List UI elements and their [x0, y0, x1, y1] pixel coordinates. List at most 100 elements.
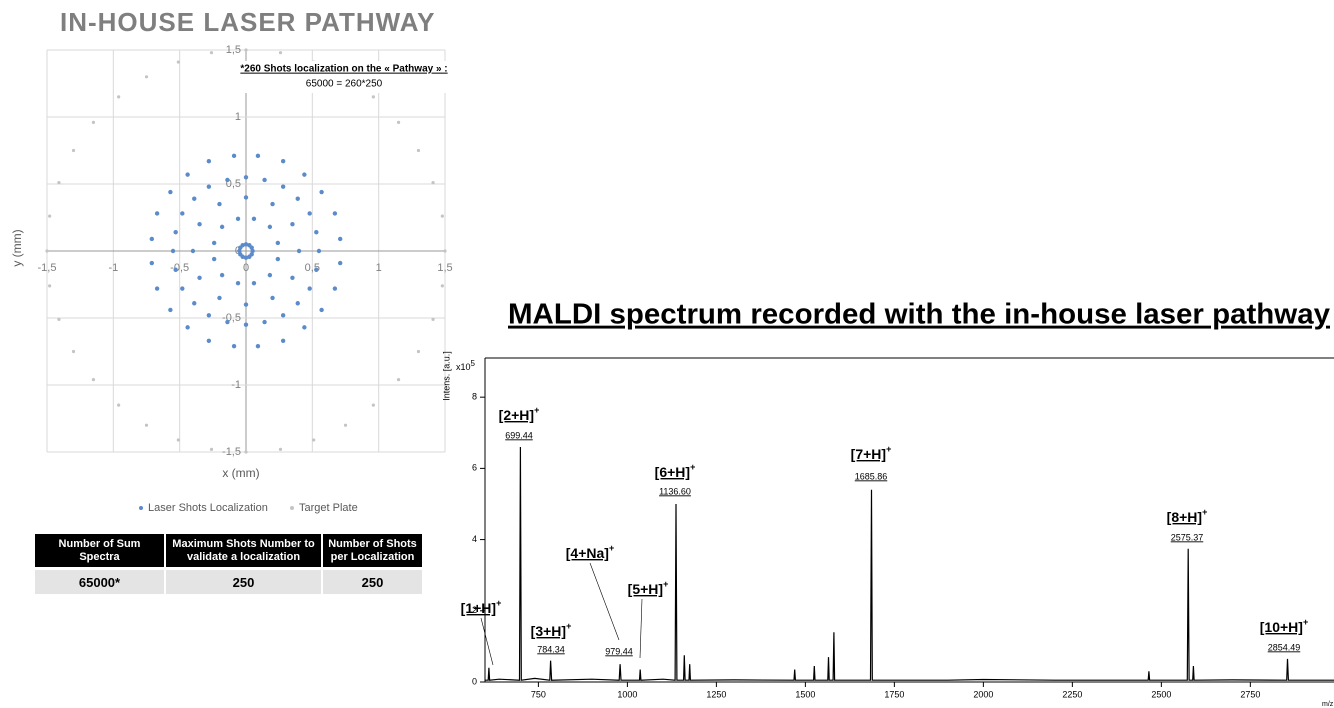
peak-mz: 699.44 [505, 430, 533, 440]
scatter-point [243, 175, 249, 180]
peak-charge: + [1202, 507, 1207, 517]
peak-charge: + [886, 444, 891, 454]
x-tick-label: 1250 [706, 689, 726, 699]
scatter-point [270, 295, 275, 301]
peak-ion: [2+H] [499, 407, 534, 423]
scatter-point [185, 172, 190, 177]
scatter-point [280, 184, 286, 189]
scatter-point [443, 249, 447, 253]
scatter-point [332, 211, 338, 216]
y-tick-label: -1 [231, 379, 241, 391]
scatter-point [314, 230, 319, 235]
x-tick-label: -1 [108, 262, 118, 274]
y-multiplier-exponent: 5 [471, 359, 476, 368]
header-cell: Number of Sum Spectra [35, 534, 164, 567]
scatter-point [197, 275, 202, 280]
x-tick-label: -0,5 [170, 262, 189, 274]
x-tick-label: 1500 [795, 689, 815, 699]
peak-ion: [7+H] [851, 446, 886, 462]
page-title: IN-HOUSE LASER PATHWAY [60, 7, 435, 37]
peak-charge: + [690, 462, 695, 472]
scatter-point [302, 325, 307, 330]
y-tick-label: 0,5 [226, 178, 241, 190]
peak-label: [1+H]+ [461, 598, 502, 615]
scatter-point [275, 240, 281, 246]
scatter-point [255, 343, 261, 349]
scatter-point [267, 272, 273, 278]
peak-charge: + [566, 621, 571, 631]
scatter-point [280, 159, 286, 164]
x-tick-label: 1 [376, 262, 382, 274]
scatter-point [440, 284, 444, 288]
chart-title: MALDI spectrum recorded with the in-hous… [508, 299, 1330, 331]
scatter-point [316, 248, 322, 254]
x-tick-label: 2500 [1151, 689, 1171, 699]
scatter-point [48, 214, 52, 218]
scatter-point [185, 325, 190, 330]
peak-mz: 979.44 [605, 646, 633, 656]
scatter-point [243, 195, 249, 200]
peak-charge: + [609, 543, 614, 553]
scatter-point [319, 189, 324, 195]
scatter-point [197, 222, 202, 227]
note-formula: 65000 = 260*250 [306, 79, 383, 90]
scatter-point [180, 211, 185, 216]
scatter-point [211, 240, 217, 246]
scatter-point [307, 211, 312, 216]
peak-ion: [4+Na] [566, 545, 609, 561]
scatter-point [170, 248, 176, 254]
leader-line [639, 598, 643, 659]
scatter-point [91, 378, 96, 382]
legend-marker [290, 506, 294, 510]
scatter-point [206, 313, 212, 318]
scatter-point [192, 301, 197, 306]
scatter-point [396, 378, 401, 382]
scatter-point [57, 181, 61, 185]
scatter-point [251, 216, 257, 222]
scatter-point [416, 349, 421, 354]
peak-charge: + [496, 598, 501, 608]
scatter-point [302, 172, 307, 177]
y-tick-label: 8 [472, 392, 477, 402]
scatter-point [219, 224, 225, 230]
scatter-point [235, 280, 241, 286]
y-tick-label: 2 [472, 605, 477, 615]
scatter-point [238, 245, 243, 250]
y-tick-label: 1,5 [226, 44, 241, 56]
scatter-point [290, 222, 295, 227]
scatter-point [240, 254, 245, 259]
scatter-point [168, 189, 173, 195]
scatter-point [280, 313, 286, 318]
scatter-point [231, 343, 237, 349]
scatter-point [206, 338, 212, 343]
scatter-point [319, 307, 324, 313]
peak-charge: + [534, 405, 539, 415]
scatter-point [280, 338, 286, 343]
scatter-point [255, 153, 261, 159]
scatter-point [217, 201, 222, 207]
y-tick-label: -0,5 [222, 312, 241, 324]
peak-ion: [6+H] [655, 464, 690, 480]
scatter-point [168, 307, 173, 313]
x-axis-label: x (mm) [222, 466, 259, 480]
scatter-point [247, 243, 252, 248]
y-tick-label: 4 [472, 534, 477, 544]
peak-ion: [8+H] [1167, 509, 1202, 525]
scatter-point [206, 159, 212, 164]
scatter-point [217, 295, 222, 301]
x-tick-label: 750 [531, 689, 546, 699]
scatter-point [190, 248, 196, 254]
note-title: *260 Shots localization on the « Pathway… [240, 64, 447, 75]
settings-table: Number of Sum Spectra Maximum Shots Numb… [33, 534, 424, 594]
scatter-point [176, 60, 180, 64]
leader-line [480, 617, 494, 666]
y-multiplier: x105 [456, 359, 476, 372]
scatter-point [243, 322, 249, 327]
scatter-point [117, 403, 121, 407]
x-tick-label: 0 [243, 262, 249, 274]
scatter-point [71, 349, 76, 354]
y-multiplier-base: x10 [456, 362, 471, 372]
scatter-point [176, 438, 180, 442]
peak-mz: 2575.37 [1171, 532, 1204, 542]
